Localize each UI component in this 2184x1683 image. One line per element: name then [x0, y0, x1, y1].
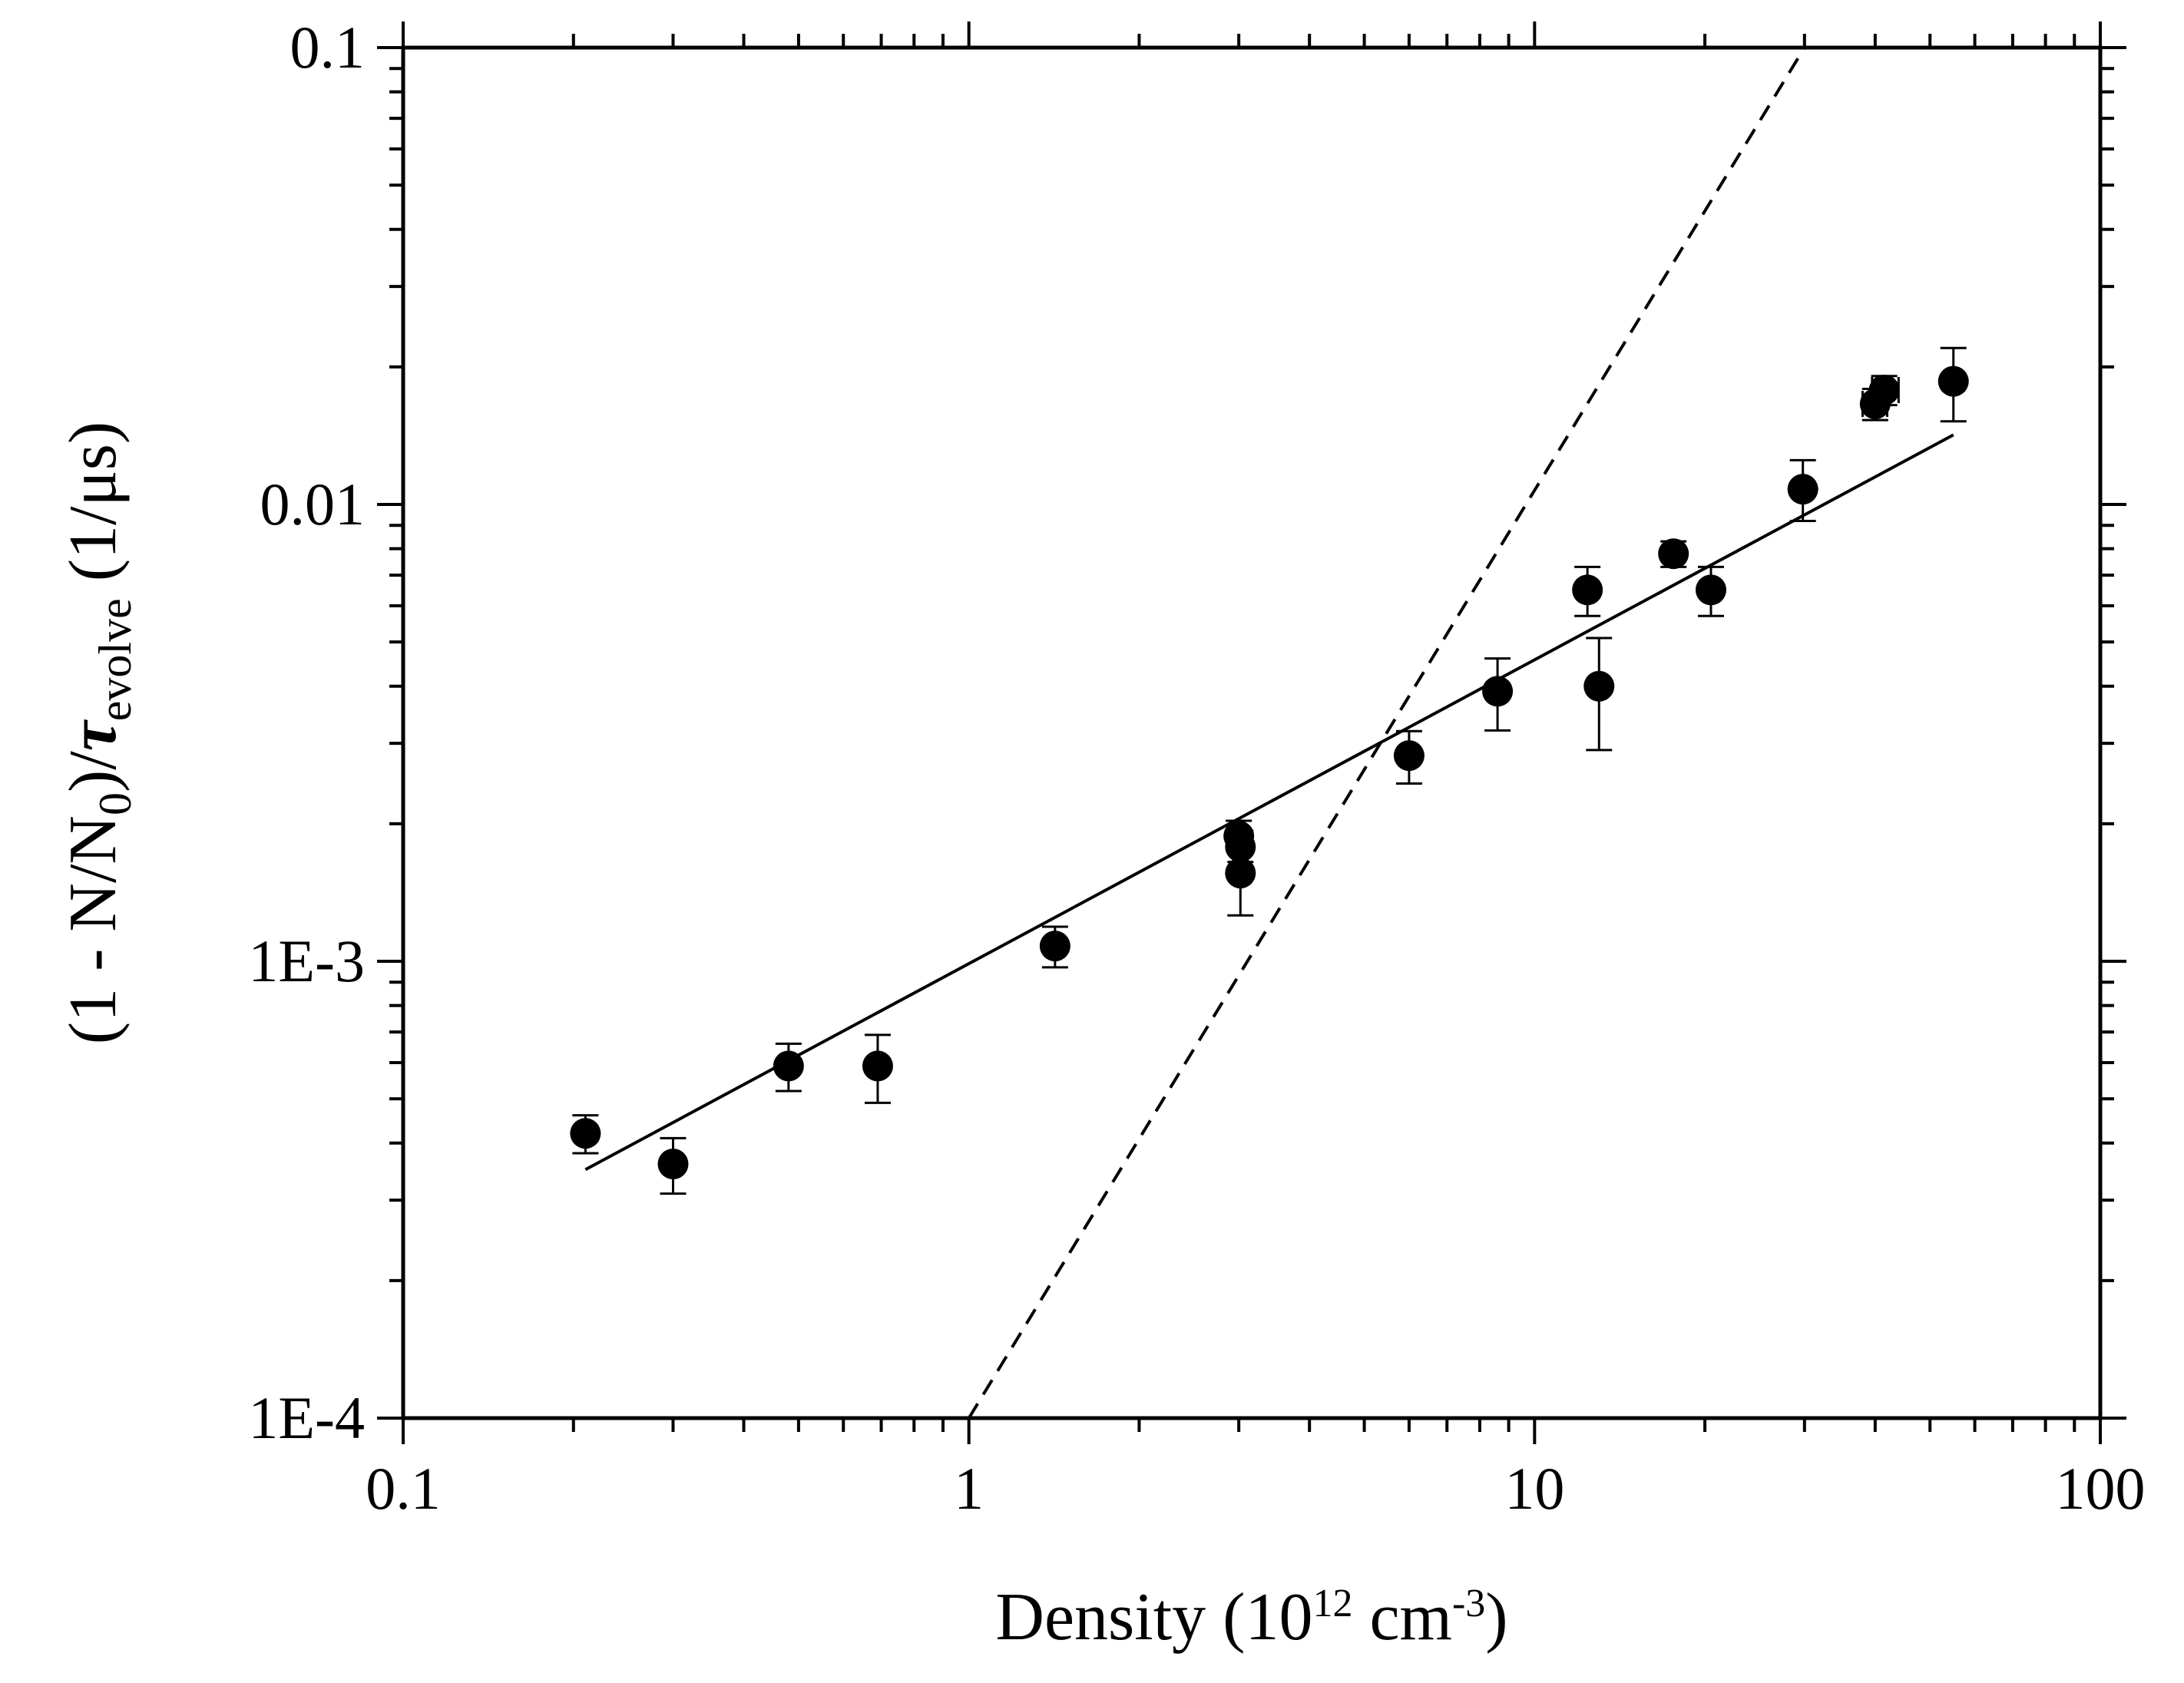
- data-marker: [570, 1118, 601, 1149]
- y-tick-label: 1E-3: [248, 927, 365, 994]
- data-point: [1225, 837, 1256, 917]
- x-tick-label: 1: [954, 1455, 984, 1522]
- fit-solid-line: [584, 433, 1954, 1172]
- x-tick-label: 10: [1504, 1455, 1564, 1522]
- data-marker: [1695, 574, 1726, 606]
- data-point: [1868, 375, 1900, 407]
- data-points-layer: [570, 346, 1969, 1195]
- tick-labels-layer: 0.1 1 10 100 1E-4 1E-3 0.01 0.1: [248, 14, 2145, 1522]
- axis-ticks-layer: [377, 21, 2126, 1444]
- plot-frame: [401, 45, 2103, 1420]
- data-point: [773, 1042, 804, 1093]
- data-point: [1482, 657, 1514, 732]
- data-point: [1787, 458, 1818, 523]
- data-marker: [862, 1050, 893, 1082]
- data-marker: [1658, 538, 1689, 570]
- y-tick-label: 1E-4: [248, 1384, 365, 1451]
- x-tick-label: 100: [2056, 1455, 2146, 1522]
- data-point: [1572, 565, 1603, 617]
- data-point: [1658, 538, 1689, 570]
- data-marker: [657, 1149, 689, 1179]
- data-point: [1937, 346, 1969, 423]
- data-point: [1583, 636, 1615, 752]
- data-marker: [1937, 365, 1969, 397]
- y-tick-label: 0.1: [290, 14, 366, 81]
- data-marker: [1787, 474, 1818, 505]
- fit-lines-layer: [584, 48, 1954, 1418]
- x-tick-label: 0.1: [366, 1455, 441, 1522]
- data-marker: [1583, 670, 1615, 702]
- fit-dashed-line: [967, 48, 1806, 1418]
- data-point: [862, 1033, 893, 1104]
- data-marker: [1039, 931, 1070, 962]
- y-axis-label: (1 - N/N0)/τevolve (1/μs): [56, 422, 141, 1044]
- data-marker: [773, 1050, 804, 1082]
- data-point: [1039, 925, 1070, 969]
- data-marker: [1393, 740, 1425, 772]
- data-marker: [1225, 858, 1256, 889]
- data-point: [1695, 565, 1726, 617]
- x-axis-label: Density (1012 cm-3): [995, 1580, 1507, 1655]
- data-point: [1393, 729, 1425, 785]
- data-marker: [1572, 574, 1603, 606]
- y-tick-label: 0.01: [260, 471, 366, 537]
- data-marker: [1482, 676, 1514, 707]
- data-point: [657, 1136, 689, 1195]
- data-point: [570, 1114, 601, 1155]
- data-marker: [1868, 375, 1900, 406]
